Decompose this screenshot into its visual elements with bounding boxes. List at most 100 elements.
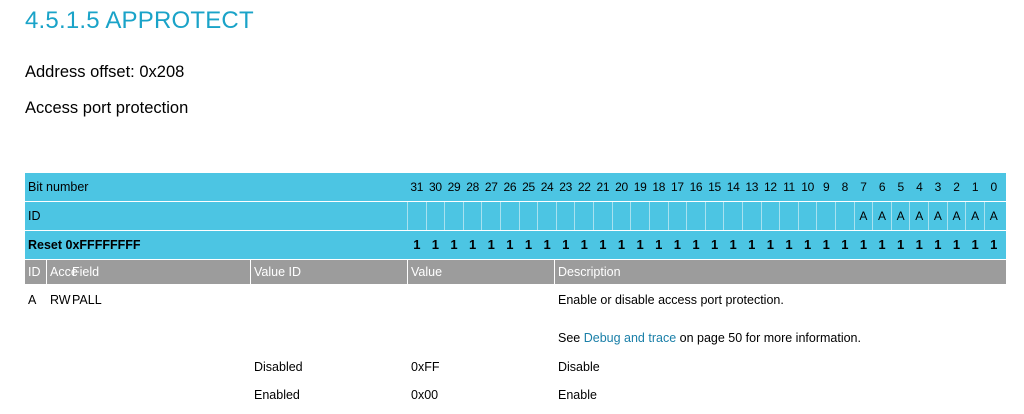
reset-value-cell: 1 [667,231,687,259]
bit-id-cell [500,202,519,230]
bit-number-cell: 25 [518,173,538,201]
bit-id-cell [760,202,780,230]
value-row-enabled: Enabled 0x00 Enable [25,384,1006,406]
bit-number-row: Bit number 31 30 29 28 27 26 25 24 23 22 21 20 19 18 1… [25,173,1006,202]
reset-value-cell: 1 [816,231,835,259]
bit-number-cell: 19 [630,173,649,201]
reset-value-cell: 1 [741,231,761,259]
reset-value-cell: 1 [704,231,724,259]
bit-id-cell [686,202,705,230]
bit-number-cell: 28 [462,173,482,201]
debug-and-trace-link[interactable]: Debug and trace [583,331,677,345]
reset-value-cell: 1 [518,231,538,259]
reset-value-cell: 1 [574,231,593,259]
reset-value-cell: 1 [946,231,966,259]
bit-number-cell: 5 [890,173,910,201]
field-table-header: ID Acce Field Value ID Value Description [25,260,1006,284]
bit-id-cell [611,202,631,230]
header-separator [407,260,408,284]
bit-id-cell [537,202,556,230]
bit-number-cell: 12 [760,173,780,201]
bit-table: Bit number 31 30 29 28 27 26 25 24 23 22 21 20 19 18 1… [25,173,1006,260]
header-field: Field [72,265,100,279]
bit-number-cell: 22 [574,173,593,201]
value-id-disabled: Disabled [254,360,303,374]
bit-id-cell [648,202,668,230]
value-description-disabled: Disable [558,360,600,374]
bit-number-cell: 3 [928,173,947,201]
value-disabled: 0xFF [411,360,440,374]
bit-id-cell [835,202,854,230]
bit-number-cell: 31 [407,173,426,201]
reset-value-cell: 1 [481,231,500,259]
header-separator [250,260,251,284]
bit-id-cell [779,202,798,230]
reset-value-cell: 1 [630,231,649,259]
bit-id-cell: A [890,202,910,230]
bit-number-cell: 11 [779,173,798,201]
bit-number-cell: 14 [723,173,742,201]
bit-number-cell: 16 [686,173,705,201]
reset-value-cell: 1 [593,231,612,259]
reset-value-cell: 1 [760,231,780,259]
bit-number-cell: 18 [648,173,668,201]
bit-number-cell: 4 [909,173,928,201]
reset-row-label: Reset 0xFFFFFFFF [28,238,141,252]
bit-id-cell: A [928,202,947,230]
reset-value-cell: 1 [425,231,445,259]
bit-id-cell [593,202,612,230]
bit-number-cell: 8 [835,173,854,201]
bit-id-cell [723,202,742,230]
bit-number-label: Bit number [28,180,89,194]
bit-id-cell [630,202,649,230]
bit-id-cell [574,202,593,230]
bit-number-cell: 6 [872,173,891,201]
reset-value-cell: 1 [928,231,947,259]
bit-number-cell: 17 [667,173,687,201]
header-separator [554,260,555,284]
bit-id-cell: A [946,202,966,230]
value-row-disabled: Disabled 0xFF Disable [25,356,1006,378]
field-row-pall: A RW PALL Enable or disable access port … [25,289,1006,311]
bit-number-cell: 7 [853,173,873,201]
see-suffix: on page 50 for more information. [676,331,861,345]
header-access: Acce [50,265,78,279]
reset-value-cell: 1 [648,231,668,259]
value-id-enabled: Enabled [254,388,300,402]
bit-id-cell [741,202,761,230]
bit-number-cell: 13 [741,173,761,201]
header-description: Description [558,265,621,279]
reset-value-cell: 1 [779,231,798,259]
bit-number-cell: 20 [611,173,631,201]
reset-value-cell: 1 [500,231,519,259]
bit-id-cell: A [965,202,984,230]
bit-id-cell [407,202,426,230]
bit-number-cells: 31 30 29 28 27 26 25 24 23 22 21 20 19 18 17 16 15 14 13 12… [407,173,1003,201]
bit-id-cell [667,202,687,230]
header-value: Value [411,265,443,279]
reset-value-cell: 1 [965,231,984,259]
bit-id-cell [555,202,575,230]
bit-number-cell: 1 [965,173,984,201]
bit-number-cell: 30 [425,173,445,201]
field-id: A [28,293,37,307]
bit-id-cell: A [983,202,1003,230]
header-id: ID [28,265,41,279]
bit-id-cell [462,202,482,230]
bit-id-cell: A [909,202,928,230]
bit-id-cell: A [853,202,873,230]
id-row-label: ID [28,209,41,223]
bit-id-cell [797,202,817,230]
bit-number-cell: 27 [481,173,500,201]
value-description-enabled: Enable [558,388,597,402]
bit-number-cell: 21 [593,173,612,201]
bit-id-cell [444,202,463,230]
reset-value-cell: 1 [462,231,482,259]
register-description: Access port protection [25,99,189,117]
bit-id-cell [425,202,445,230]
bit-number-cell: 23 [555,173,575,201]
bit-id-cell [481,202,500,230]
